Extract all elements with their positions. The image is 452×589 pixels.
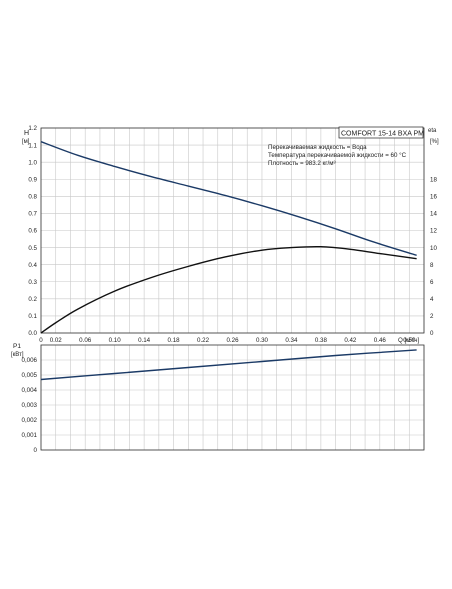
left-axis-unit: [м] <box>22 139 30 145</box>
right-axis-unit: [%] <box>430 139 439 145</box>
series-layer <box>40 141 417 381</box>
right-tick-label: 8 <box>430 262 434 269</box>
left-tick-label: 0.7 <box>28 211 37 218</box>
x-tick-label: 0.46 <box>374 337 387 344</box>
x-tick-label: 0.50 <box>403 337 416 344</box>
left-tick-label: 0.4 <box>28 262 37 269</box>
left-tick-label: 0.3 <box>28 279 37 286</box>
x-tick-label: 0.34 <box>285 337 298 344</box>
x-tick-label: 0.42 <box>344 337 357 344</box>
left-tick-label: 0.5 <box>28 245 37 252</box>
labels-layer: 0.0 0.1 0.2 0.3 0.4 0.5 0.6 0.7 0.8 0.9 1.0 1.1 1.2 0… <box>22 125 438 454</box>
top-plot-frame <box>40 127 425 334</box>
x-tick-label: 0.06 <box>79 337 92 344</box>
left-tick-label: 0.6 <box>28 228 37 235</box>
right-tick-label: 2 <box>430 313 434 320</box>
x-tick-label: 0.10 <box>109 337 122 344</box>
x-tick-label: 0.14 <box>138 337 151 344</box>
x-tick-label: 0.22 <box>197 337 210 344</box>
x-tick-label: 0.02 <box>50 337 63 344</box>
power-tick-label: 0,002 <box>22 417 38 424</box>
left-tick-label: 0.0 <box>28 330 37 337</box>
left-axis-label: H <box>24 130 29 137</box>
x-tick-label: 0.26 <box>226 337 239 344</box>
left-tick-label: 1.0 <box>28 159 37 166</box>
x-tick-label: 0.18 <box>168 337 181 344</box>
right-axis-label: eta <box>428 128 437 134</box>
top-plot-grid <box>40 127 425 334</box>
left-tick-label: 1.1 <box>28 142 37 149</box>
left-tick-label: 0.2 <box>28 296 37 303</box>
efficiency-curve <box>40 245 417 334</box>
bottom-plot-grid <box>40 344 425 451</box>
right-tick-label: 18 <box>430 176 437 183</box>
right-tick-label: 4 <box>430 296 434 303</box>
model-title-box <box>338 126 424 139</box>
x-axis-label: Q [м³/ч] <box>398 337 420 344</box>
info-density: Плотность = 983.2 кг/м³ <box>268 160 336 167</box>
info-box: COMFORT 15-14 BXA PM Перекачиваемая жидк… <box>268 126 424 167</box>
right-tick-label: 6 <box>430 279 434 286</box>
x-tick-label: 0.38 <box>315 337 328 344</box>
right-tick-label: 0 <box>430 330 434 337</box>
right-tick-label: 16 <box>430 194 437 201</box>
info-fluid: Перекачиваемая жидкость = Вода <box>268 144 367 151</box>
right-tick-label: 10 <box>430 245 437 252</box>
power-axis-label: P1 <box>13 343 21 350</box>
power-tick-label: 0,005 <box>22 372 38 379</box>
right-tick-label: 14 <box>430 211 437 218</box>
power-tick-label: 0,003 <box>22 402 38 409</box>
power-tick-label: 0,006 <box>22 357 38 364</box>
left-tick-label: 1.2 <box>28 125 37 132</box>
head-curve <box>40 141 417 256</box>
power-curve <box>40 349 417 381</box>
left-tick-label: 0.8 <box>28 194 37 201</box>
bottom-plot-frame <box>40 344 425 451</box>
info-temperature: Температура перекачиваемой жидкости = 60… <box>268 152 407 159</box>
x-tick-label: 0 <box>39 337 43 344</box>
left-tick-label: 0.1 <box>28 313 37 320</box>
power-axis-unit: [кВт] <box>11 352 24 358</box>
left-tick-label: 0.9 <box>28 176 37 183</box>
power-tick-label: 0,001 <box>22 432 38 439</box>
power-tick-label: 0 <box>34 447 38 454</box>
power-tick-label: 0,004 <box>22 387 38 394</box>
x-tick-label: 0.30 <box>256 337 269 344</box>
model-title: COMFORT 15-14 BXA PM <box>341 131 424 138</box>
right-tick-label: 12 <box>430 228 437 235</box>
